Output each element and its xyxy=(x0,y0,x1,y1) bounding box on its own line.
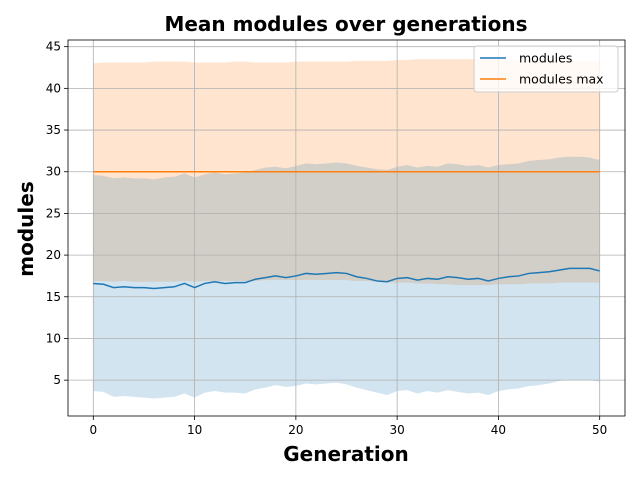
y-tick-label: 5 xyxy=(53,373,61,387)
x-tick-label: 50 xyxy=(592,423,607,437)
y-tick-label: 40 xyxy=(46,81,61,95)
y-tick-label: 30 xyxy=(46,165,61,179)
y-tick-label: 20 xyxy=(46,248,61,262)
y-axis-label: modules xyxy=(14,181,38,276)
x-tick-label: 10 xyxy=(187,423,202,437)
plot-area: 0 10 20 30 40 50 5 10 15 20 25 30 35 40 45 modules modul… xyxy=(46,39,626,437)
y-tick-label: 45 xyxy=(46,40,61,54)
series-line-modules xyxy=(93,267,600,290)
y-tick-label: 15 xyxy=(46,290,61,304)
x-tick-label: 30 xyxy=(389,423,404,437)
legend-label: modules xyxy=(519,51,572,66)
x-axis-label: Generation xyxy=(283,442,409,466)
axes-frame xyxy=(67,39,626,417)
x-tick-label: 40 xyxy=(491,423,506,437)
legend-label: modules max xyxy=(519,72,604,87)
chart-title: Mean modules over generations xyxy=(164,12,527,36)
y-tick-label: 25 xyxy=(46,206,61,220)
x-tick-label: 0 xyxy=(89,423,97,437)
band-modules xyxy=(93,156,600,399)
y-tick-label: 10 xyxy=(46,331,61,345)
legend-box xyxy=(473,45,619,93)
y-tick-label: 35 xyxy=(46,123,61,137)
x-tick-label: 20 xyxy=(288,423,303,437)
